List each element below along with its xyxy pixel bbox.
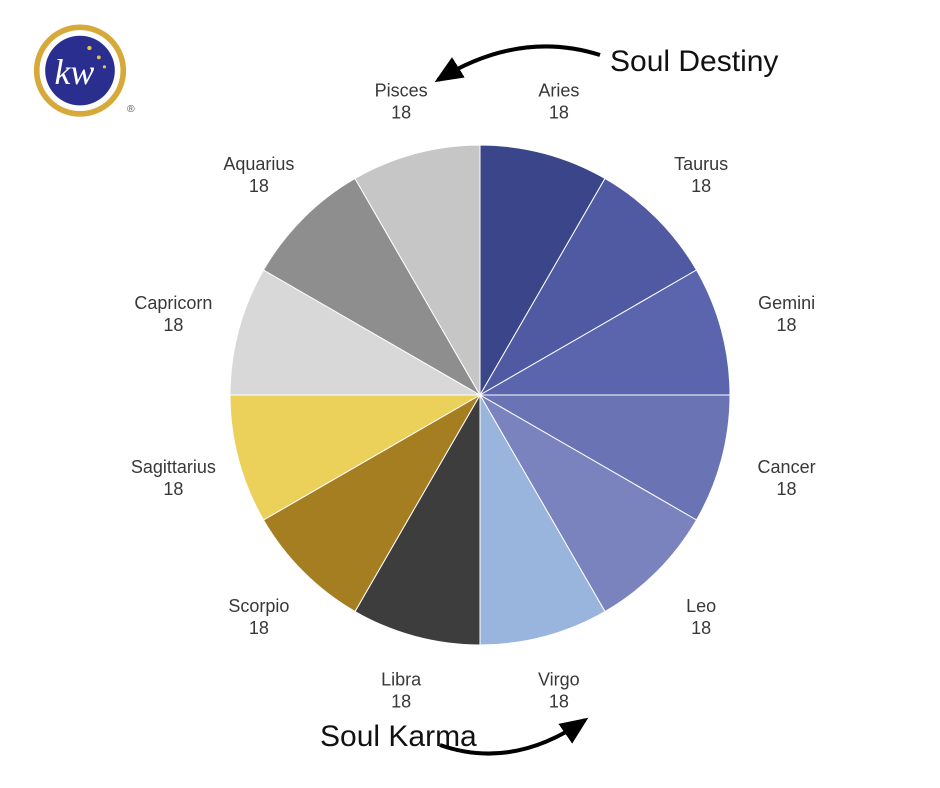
zodiac-pie-chart: Aries18Taurus18Gemini18Cancer18Leo18Virg… [0, 0, 940, 788]
slice-value-capricorn: 18 [163, 315, 183, 335]
slice-value-aries: 18 [549, 103, 569, 123]
arrow [440, 720, 585, 754]
slice-label-leo: Leo [686, 596, 716, 616]
slice-label-libra: Libra [381, 669, 422, 689]
slice-value-taurus: 18 [691, 176, 711, 196]
slice-value-gemini: 18 [777, 315, 797, 335]
pie-slices [230, 145, 730, 645]
slice-label-cancer: Cancer [758, 457, 816, 477]
slice-value-aquarius: 18 [249, 176, 269, 196]
slice-value-leo: 18 [691, 618, 711, 638]
slice-label-virgo: Virgo [538, 669, 580, 689]
slice-label-sagittarius: Sagittarius [131, 457, 216, 477]
slice-label-capricorn: Capricorn [134, 293, 212, 313]
slice-value-cancer: 18 [777, 479, 797, 499]
slice-label-gemini: Gemini [758, 293, 815, 313]
slice-value-pisces: 18 [391, 103, 411, 123]
slice-label-aries: Aries [538, 81, 579, 101]
slice-label-scorpio: Scorpio [228, 596, 289, 616]
slice-label-aquarius: Aquarius [223, 154, 294, 174]
slice-value-sagittarius: 18 [163, 479, 183, 499]
slice-label-taurus: Taurus [674, 154, 728, 174]
slice-label-pisces: Pisces [375, 81, 428, 101]
slice-value-libra: 18 [391, 691, 411, 711]
slice-value-scorpio: 18 [249, 618, 269, 638]
slice-value-virgo: 18 [549, 691, 569, 711]
arrow [438, 46, 600, 80]
